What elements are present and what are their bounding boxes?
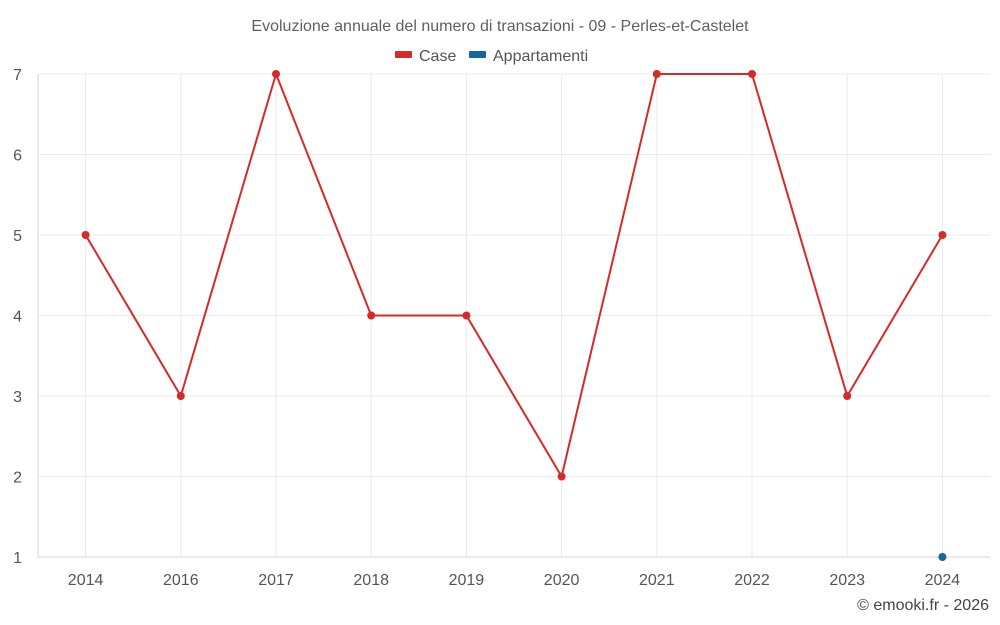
series-appartamenti xyxy=(938,553,947,561)
axes: 1 2 3 4 5 6 7 2014 2016 2017 2018 2019 2020 2021 2022 2… xyxy=(13,67,990,589)
y-tick-label: 6 xyxy=(13,148,22,165)
x-tick-label: 2023 xyxy=(829,572,865,589)
data-point-case[interactable] xyxy=(272,70,280,78)
y-tick-label: 2 xyxy=(13,470,22,487)
x-tick-label: 2021 xyxy=(639,572,675,589)
x-tick-label: 2018 xyxy=(353,572,389,589)
x-tick-label: 2019 xyxy=(449,572,485,589)
series-case xyxy=(81,70,947,481)
legend-label-case: Case xyxy=(419,48,456,65)
series xyxy=(81,70,947,561)
data-point-case[interactable] xyxy=(938,231,947,239)
legend-label-appartamenti: Appartamenti xyxy=(493,48,588,65)
x-tick-label: 2024 xyxy=(925,572,961,589)
y-tick-label: 4 xyxy=(13,309,22,326)
y-tick-label: 1 xyxy=(13,550,22,567)
legend: Case Appartamenti xyxy=(395,48,588,65)
x-tick-label: 2016 xyxy=(163,572,199,589)
legend-item-case[interactable]: Case xyxy=(395,48,456,65)
gridlines xyxy=(38,73,990,557)
y-tick-label: 7 xyxy=(13,67,22,84)
data-point-case[interactable] xyxy=(652,70,661,78)
data-point-case[interactable] xyxy=(462,311,471,320)
data-point-appartamenti[interactable] xyxy=(938,553,947,561)
data-point-case[interactable] xyxy=(367,311,376,320)
chart-title: Evoluzione annuale del numero di transaz… xyxy=(251,18,749,35)
x-tick-label: 2017 xyxy=(258,572,294,589)
x-tick-label: 2022 xyxy=(734,572,770,589)
data-point-case[interactable] xyxy=(176,392,185,400)
credit-text: © emooki.fr - 2026 xyxy=(857,597,989,614)
x-tick-label: 2020 xyxy=(544,572,580,589)
x-tick-label: 2014 xyxy=(68,572,104,589)
legend-swatch-appartamenti xyxy=(469,51,486,58)
data-point-case[interactable] xyxy=(557,472,566,481)
series-line-case xyxy=(84,73,944,478)
data-point-case[interactable] xyxy=(748,70,756,78)
legend-item-appartamenti[interactable]: Appartamenti xyxy=(469,48,588,65)
y-tick-label: 5 xyxy=(13,228,22,245)
data-point-case[interactable] xyxy=(843,392,852,400)
data-point-case[interactable] xyxy=(81,231,90,239)
legend-swatch-case xyxy=(395,51,412,58)
y-tick-label: 3 xyxy=(13,389,22,406)
